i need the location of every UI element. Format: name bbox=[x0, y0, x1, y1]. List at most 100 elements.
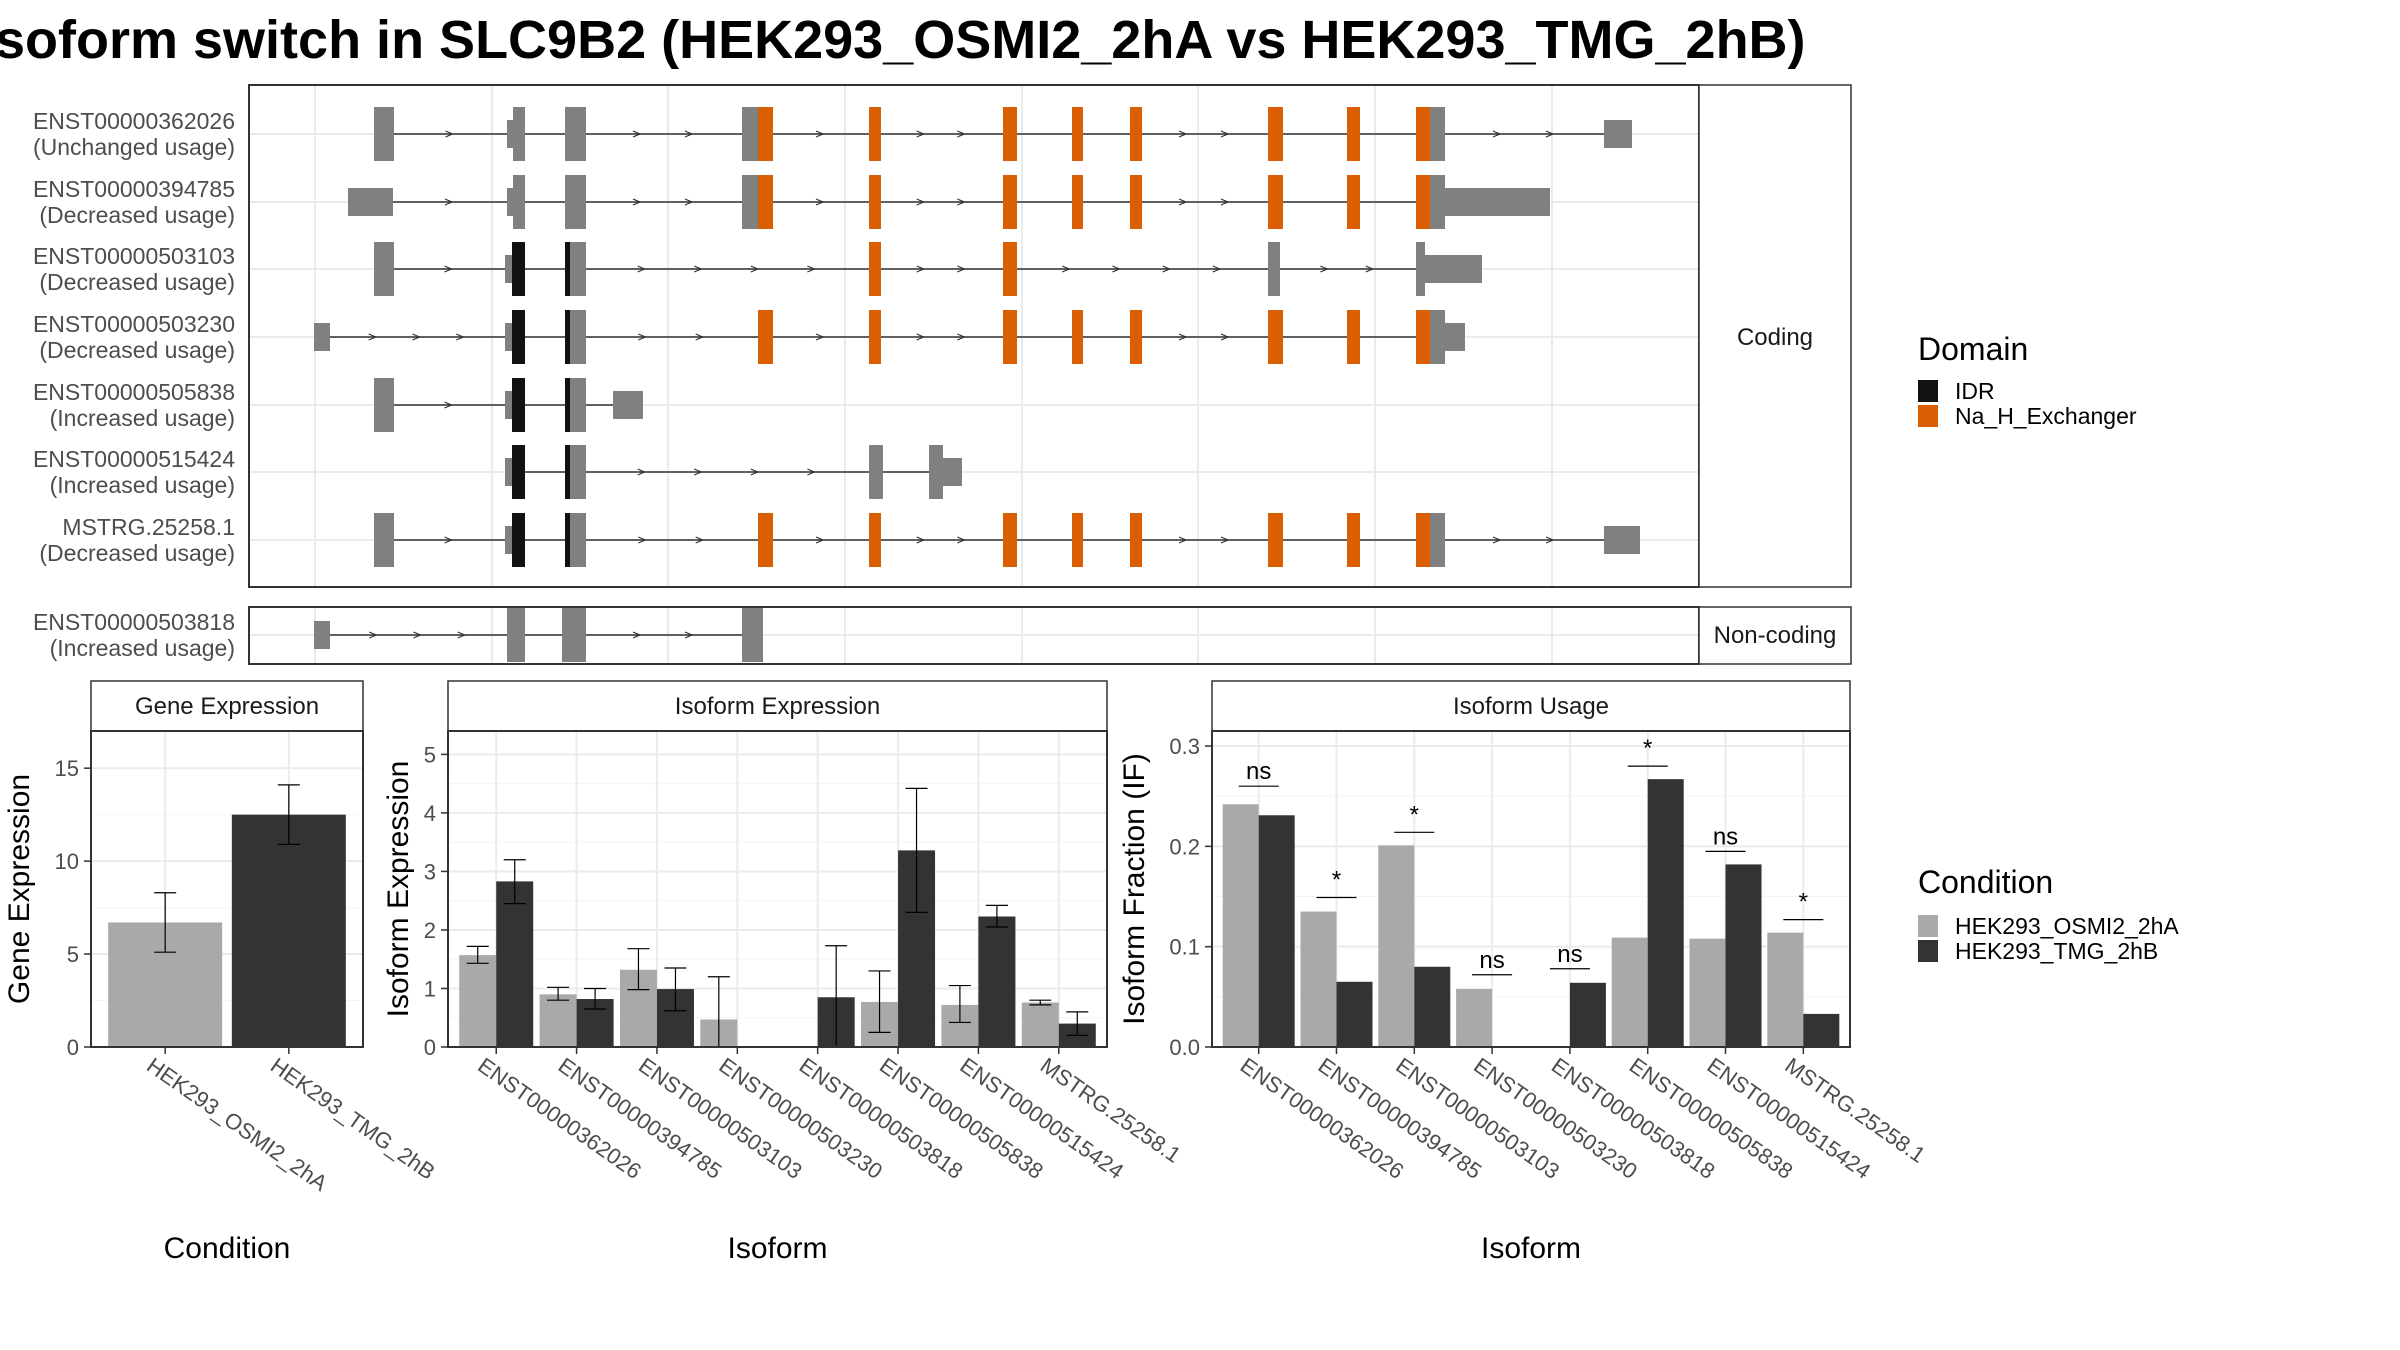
intron-arrow bbox=[445, 130, 455, 138]
na-h-exchanger-exon bbox=[758, 107, 773, 161]
intron-arrow bbox=[916, 536, 926, 544]
bar bbox=[1767, 932, 1804, 1047]
cds-exon bbox=[1430, 107, 1445, 161]
intron-arrow bbox=[1220, 130, 1230, 138]
intron-arrow bbox=[693, 468, 703, 476]
intron-arrow bbox=[1492, 536, 1502, 544]
intron-arrow bbox=[1365, 265, 1375, 273]
transcript-id-label: MSTRG.25258.1 bbox=[62, 514, 235, 540]
intron-arrow bbox=[1492, 130, 1502, 138]
na-h-exchanger-exon bbox=[1416, 107, 1430, 161]
y-tick-label: 0 bbox=[424, 1035, 436, 1060]
na-h-exchanger-exon bbox=[1003, 513, 1017, 567]
na-h-exchanger-exon bbox=[1130, 310, 1142, 364]
bar bbox=[1569, 982, 1606, 1047]
intron-arrow bbox=[957, 333, 966, 341]
significance-label: ns bbox=[1557, 941, 1582, 968]
intron-arrow bbox=[456, 333, 465, 341]
cds-exon bbox=[570, 310, 586, 364]
na-h-exchanger-exon bbox=[1268, 107, 1283, 161]
intron-arrow bbox=[638, 333, 647, 341]
intron-arrow bbox=[750, 265, 760, 273]
y-axis-title: Gene Expression bbox=[3, 774, 36, 1004]
na-h-exchanger-exon bbox=[1268, 513, 1283, 567]
y-tick-label: 4 bbox=[424, 801, 436, 826]
cds-exon bbox=[1430, 513, 1445, 567]
idr-exon bbox=[512, 513, 525, 567]
na-h-exchanger-exon bbox=[869, 513, 881, 567]
transcript-usage-label: (Increased usage) bbox=[50, 472, 235, 498]
utr-exon bbox=[1604, 526, 1640, 554]
y-axis-title: Isoform Fraction (IF) bbox=[1118, 753, 1151, 1025]
na-h-exchanger-exon bbox=[1347, 513, 1360, 567]
intron-arrow bbox=[684, 631, 694, 639]
transcript-id-label: ENST00000505838 bbox=[33, 379, 235, 405]
transcript-id-label: ENST00000503103 bbox=[33, 243, 235, 269]
intron-arrow bbox=[807, 468, 816, 476]
utr-exon bbox=[507, 188, 513, 216]
utr-exon bbox=[1445, 323, 1465, 351]
intron-arrow bbox=[369, 631, 378, 639]
panel-border bbox=[447, 730, 1108, 1048]
bar bbox=[231, 814, 346, 1047]
intron-arrow bbox=[815, 536, 825, 544]
idr-exon bbox=[565, 513, 570, 567]
significance-label: ns bbox=[1479, 947, 1504, 974]
transcript-id-label: ENST00000503818 bbox=[33, 609, 235, 635]
utr-exon bbox=[943, 458, 962, 486]
condition-legend: Condition HEK293_OSMI2_2hA HEK293_TMG_2h… bbox=[1918, 864, 2179, 964]
na-h-exchanger-exon bbox=[1416, 310, 1430, 364]
intron-arrow bbox=[444, 265, 454, 273]
x-axis-title: Condition bbox=[164, 1232, 291, 1265]
cds-exon bbox=[1416, 242, 1425, 296]
transcript-usage-label: (Unchanged usage) bbox=[33, 134, 235, 160]
cds-exon bbox=[570, 378, 586, 432]
x-axis-title: Isoform bbox=[727, 1232, 827, 1265]
intron-arrow bbox=[1112, 265, 1121, 273]
condition-legend-title: Condition bbox=[1918, 864, 2053, 900]
intron-arrow bbox=[1220, 333, 1230, 341]
na-h-exchanger-exon bbox=[1003, 310, 1017, 364]
noncoding-strip bbox=[1698, 606, 1852, 665]
bar bbox=[539, 994, 577, 1047]
panel-border bbox=[1211, 730, 1851, 1048]
bar bbox=[978, 916, 1016, 1047]
idr-exon bbox=[512, 310, 525, 364]
intron-arrow bbox=[695, 536, 705, 544]
isoform-expression-chart: Isoform Expression012345ENST00000362026E… bbox=[382, 680, 1185, 1265]
transcript-structure-plot: Coding Non-coding ENST00000362026(Unchan… bbox=[33, 84, 1852, 665]
intron-arrow bbox=[632, 631, 642, 639]
significance-label: ns bbox=[1713, 823, 1738, 850]
na-h-exchanger-exon bbox=[1347, 175, 1360, 229]
utr-exon bbox=[505, 323, 512, 351]
transcript-id-label: ENST00000503230 bbox=[33, 311, 235, 337]
cds-exon bbox=[570, 513, 586, 567]
domain-legend: Domain IDR Na_H_Exchanger bbox=[1918, 331, 2137, 429]
significance-label: * bbox=[1332, 867, 1341, 894]
legend-swatch-condition2 bbox=[1918, 940, 1938, 962]
na-h-exchanger-exon bbox=[1072, 107, 1083, 161]
legend-swatch-idr bbox=[1918, 380, 1938, 402]
intron-arrow bbox=[1178, 198, 1188, 206]
panel-title: Gene Expression bbox=[135, 693, 319, 720]
intron-arrow bbox=[1545, 536, 1555, 544]
noncoding-strip-label: Non-coding bbox=[1714, 622, 1837, 649]
intron-arrow bbox=[684, 130, 694, 138]
na-h-exchanger-exon bbox=[1072, 175, 1083, 229]
intron-arrow bbox=[632, 130, 642, 138]
idr-exon bbox=[512, 378, 525, 432]
cds-exon bbox=[929, 445, 943, 499]
na-h-exchanger-exon bbox=[869, 242, 881, 296]
y-axis-title: Isoform Expression bbox=[382, 761, 415, 1018]
utr-exon bbox=[1445, 188, 1550, 216]
intron-arrow bbox=[815, 130, 825, 138]
na-h-exchanger-exon bbox=[1347, 310, 1360, 364]
significance-label: ns bbox=[1246, 758, 1271, 785]
noncoding-transcripts bbox=[250, 608, 1698, 663]
utr-exon bbox=[507, 120, 513, 148]
bar bbox=[1336, 981, 1373, 1047]
utr-exon bbox=[505, 255, 512, 283]
utr-exon bbox=[1425, 255, 1482, 283]
cds-exon bbox=[513, 107, 525, 161]
